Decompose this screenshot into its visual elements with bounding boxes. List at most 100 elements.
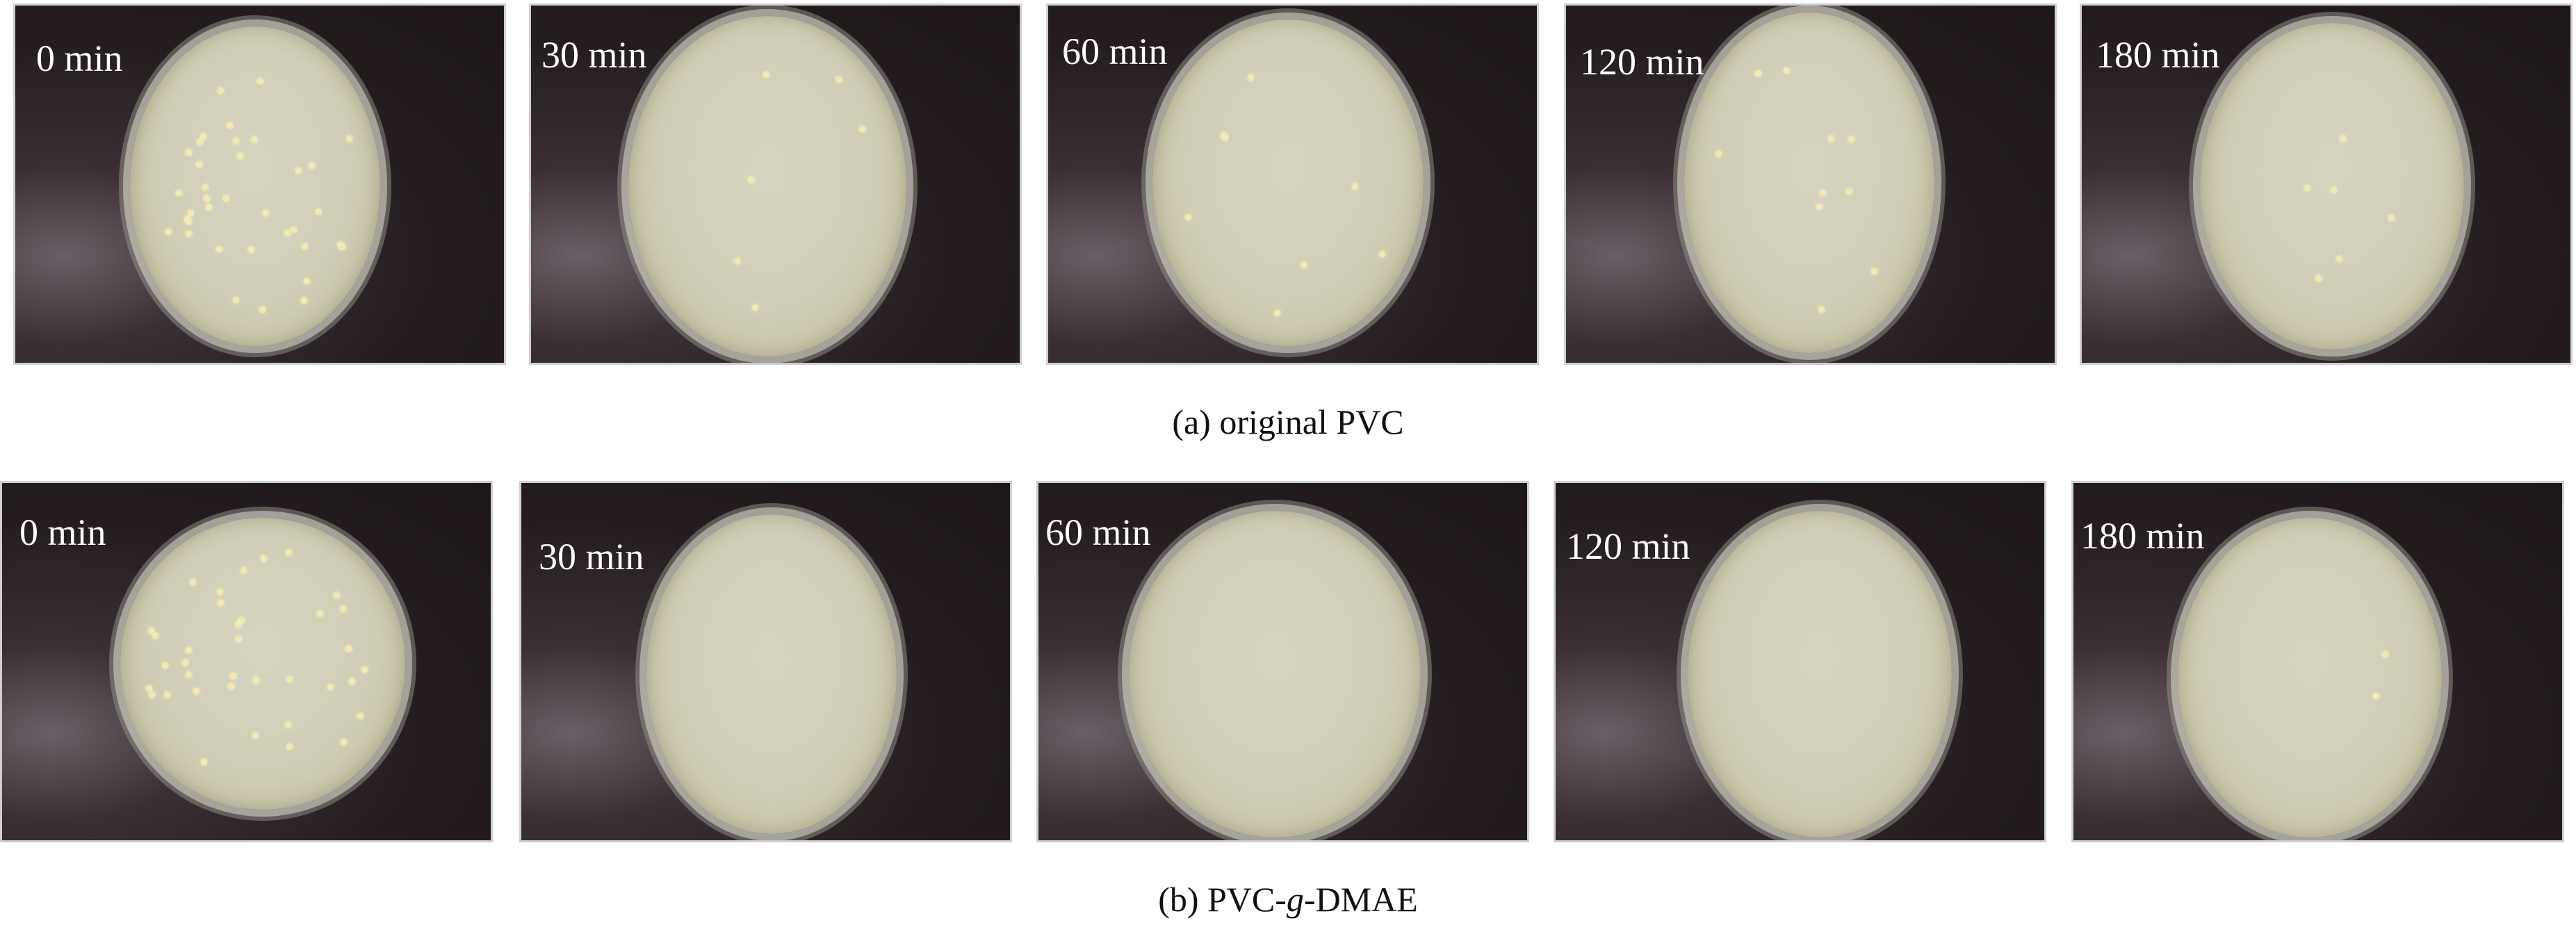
bacterial-colony (230, 673, 237, 680)
bacterial-colony (2336, 256, 2343, 263)
petri-dish (1684, 13, 1934, 353)
bacterial-colony (1848, 136, 1855, 143)
petri-dish-photo: 180 min (2071, 481, 2564, 842)
bacterial-colony (290, 226, 297, 233)
bacterial-colony (2315, 275, 2322, 282)
bacterial-colony (195, 161, 202, 168)
bacterial-colony (175, 189, 182, 196)
bacterial-colony (1846, 188, 1853, 195)
time-label: 30 min (541, 34, 647, 76)
bacterial-colony (202, 183, 209, 190)
bacterial-colony (241, 567, 247, 574)
petri-dish (646, 514, 897, 834)
petri-dish-photo: 0 min (0, 481, 493, 842)
bacterial-colony (256, 77, 263, 84)
time-label: 120 min (1580, 41, 1704, 83)
petri-dish-photo: 60 min (1036, 481, 1529, 842)
bacterial-colony (286, 549, 293, 556)
bacterial-colony (235, 621, 242, 628)
bacterial-colony (751, 304, 758, 311)
petri-dish-photo: 120 min (1554, 481, 2046, 842)
bacterial-colony (228, 683, 235, 690)
bacterial-colony (301, 297, 308, 304)
bacterial-colony (203, 195, 210, 202)
bacterial-colony (250, 136, 257, 142)
bacterial-colony (164, 692, 171, 698)
bacterial-colony (222, 195, 229, 202)
bacterial-colony (232, 296, 239, 303)
caption-a: (a) original PVC (1172, 402, 1404, 441)
bacterial-colony (218, 88, 225, 95)
bacterial-colony (1870, 268, 1877, 275)
bacterial-colony (286, 676, 293, 683)
bacterial-colony (182, 660, 188, 667)
time-label: 120 min (1566, 525, 1690, 567)
bacterial-colony (734, 258, 741, 265)
bacterial-colony (196, 138, 203, 145)
bacterial-colony (148, 628, 155, 635)
bacterial-colony (295, 167, 302, 174)
time-label: 0 min (36, 38, 123, 79)
bacterial-colony (302, 243, 309, 250)
bacterial-colony (189, 579, 196, 586)
petri-dish-photo: 180 min (2080, 3, 2573, 365)
bacterial-colony (252, 732, 259, 739)
bacterial-colony (259, 306, 266, 313)
petri-dish (2178, 518, 2442, 837)
bacterial-colony (215, 245, 222, 252)
bacterial-colony (201, 759, 208, 766)
bacterial-colony (247, 247, 254, 254)
bacterial-colony (1715, 150, 1722, 157)
bacterial-colony (1819, 190, 1826, 197)
bacterial-colony (1220, 132, 1227, 139)
bacterial-colony (260, 555, 267, 562)
petri-dish (130, 26, 380, 346)
bacterial-colony (2339, 136, 2346, 142)
bacterial-colony (357, 713, 364, 720)
bacterial-colony (2331, 186, 2338, 193)
bacterial-colony (236, 153, 243, 160)
bacterial-colony (185, 218, 192, 225)
bacterial-colony (2382, 651, 2389, 657)
petri-dish (2200, 23, 2464, 350)
time-label: 0 min (19, 512, 106, 553)
bacterial-colony (238, 616, 245, 623)
bacterial-colony (2304, 184, 2311, 191)
bacterial-colony (340, 738, 347, 745)
bacterial-colony (1351, 183, 1358, 190)
time-label: 30 min (539, 536, 644, 578)
petri-dish (1129, 511, 1421, 837)
bacterial-colony (2388, 215, 2395, 222)
bacterial-colony (286, 743, 293, 750)
petri-dish-photo: 30 min (519, 481, 1012, 842)
bacterial-colony (1378, 251, 1385, 258)
bacterial-colony (763, 72, 769, 79)
bacterial-colony (340, 606, 347, 613)
bacterial-colony (315, 208, 322, 215)
bacterial-colony (1248, 74, 1255, 81)
bacterial-colony (1818, 306, 1825, 313)
bacterial-colony (345, 135, 352, 142)
bacterial-colony (200, 133, 207, 140)
bacterial-colony (303, 278, 310, 285)
petri-dish-photo: 0 min (13, 3, 506, 365)
bacterial-colony (339, 244, 345, 251)
bacterial-colony (233, 137, 240, 144)
time-label: 60 min (1062, 31, 1168, 72)
bacterial-colony (333, 592, 340, 599)
bacterial-colony (216, 589, 223, 596)
bacterial-colony (327, 684, 334, 691)
bacterial-colony (165, 228, 172, 235)
caption-a-text: original PVC (1219, 402, 1404, 441)
bacterial-colony (227, 122, 234, 129)
petri-dish (1688, 511, 1952, 837)
bacterial-colony (1755, 70, 1762, 76)
bacterial-colony (205, 204, 212, 211)
petri-dish-photo: 120 min (1564, 3, 2057, 365)
bacterial-colony (349, 678, 356, 685)
bacterial-colony (1828, 136, 1835, 142)
bacterial-colony (185, 671, 192, 678)
time-label: 180 min (2080, 515, 2205, 557)
bacterial-colony (284, 230, 291, 237)
bacterial-colony (2372, 692, 2379, 699)
